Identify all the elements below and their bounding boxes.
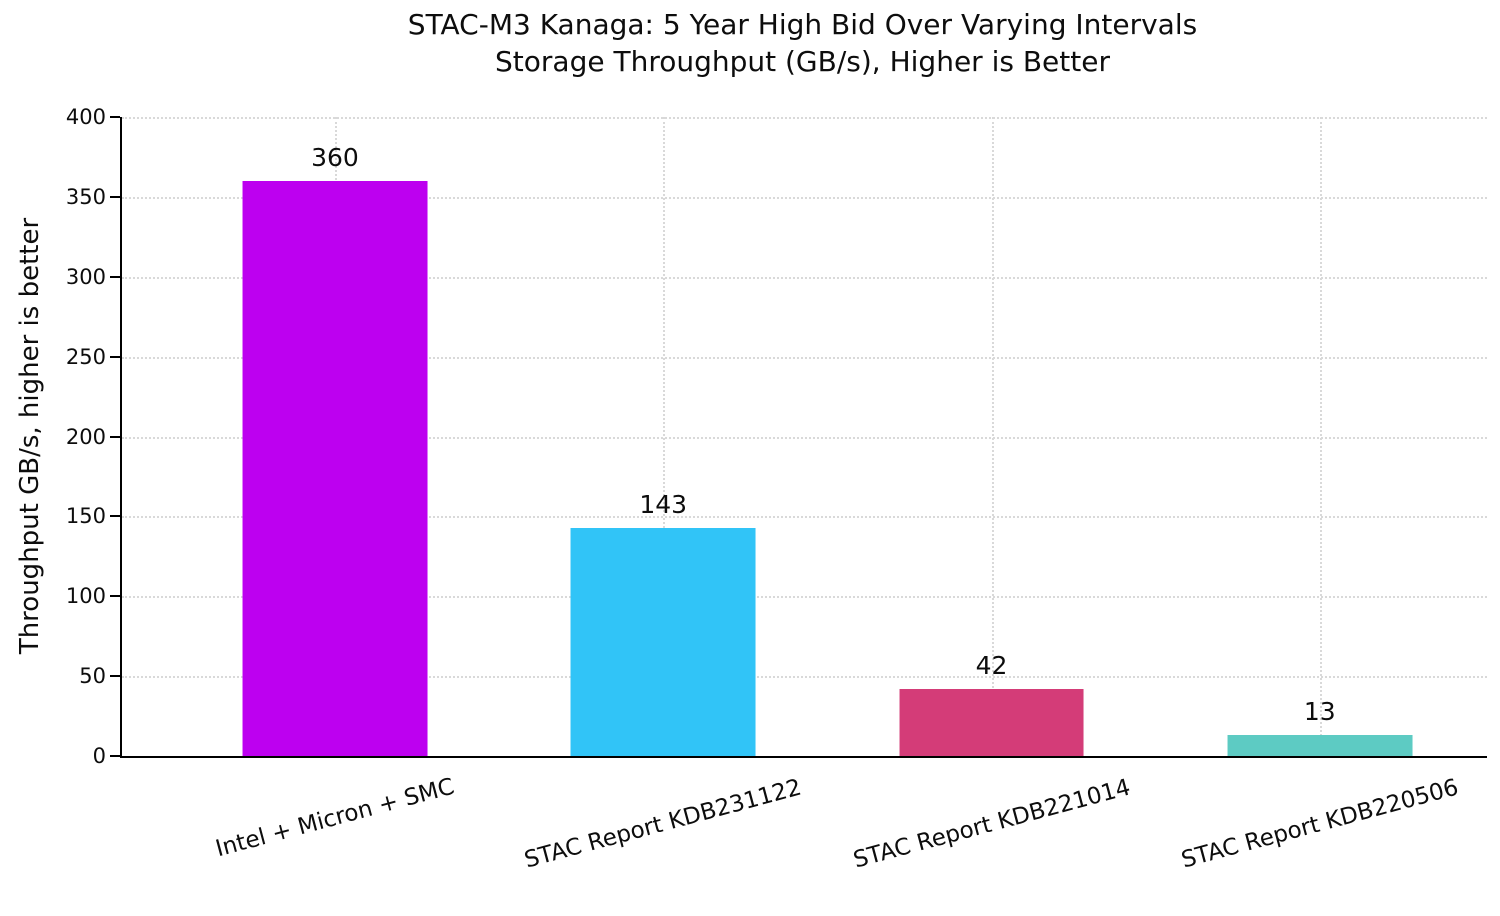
- x-category-label: STAC Report KDB231122: [521, 774, 805, 874]
- horizontal-gridline: [122, 196, 1487, 199]
- horizontal-gridline: [122, 676, 1487, 679]
- y-tick-mark: [110, 675, 120, 678]
- y-tick-mark: [110, 116, 120, 118]
- bar-value-label: 143: [639, 489, 688, 519]
- y-tick-mark: [110, 195, 120, 198]
- y-tick-mark: [110, 515, 120, 518]
- plot-area: Intel + Micron + SMC STAC Report KDB23112…: [66, 105, 1487, 873]
- x-category-label: STAC Report KDB220506: [1178, 774, 1462, 874]
- horizontal-gridline: [122, 356, 1487, 359]
- chart-title: STAC-M3 Kanaga: 5 Year High Bid Over Var…: [407, 8, 1198, 41]
- bar: [242, 180, 428, 756]
- bar-value-label: 360: [311, 142, 359, 172]
- y-tick-label: 150: [65, 504, 106, 529]
- chart-subtitle: Storage Throughput (GB/s), Higher is Bet…: [495, 45, 1110, 78]
- y-tick-mark: [110, 275, 120, 278]
- y-tick-label: 200: [65, 424, 106, 449]
- y-tick-label: 400: [65, 105, 106, 129]
- horizontal-gridline: [122, 436, 1487, 439]
- horizontal-gridline: [122, 117, 1487, 119]
- chart-title-block: STAC-M3 Kanaga: 5 Year High Bid Over Var…: [120, 6, 1485, 80]
- y-tick-label: 350: [65, 184, 106, 209]
- x-axis-labels: Intel + Micron + SMC STAC Report KDB23112…: [122, 756, 1487, 916]
- horizontal-gridline: [122, 276, 1487, 279]
- vertical-gridline: [1319, 117, 1322, 756]
- y-tick-mark: [110, 755, 120, 757]
- vertical-gridline: [663, 117, 666, 756]
- bar-value-label: 13: [1303, 697, 1336, 727]
- y-axis-label: Throughput GB/s, higher is better: [15, 217, 45, 655]
- y-tick-label: 50: [79, 664, 106, 689]
- bar: [899, 688, 1084, 756]
- bar: [570, 527, 756, 756]
- bar-value-label: 42: [975, 650, 1008, 680]
- y-tick-label: 100: [65, 584, 106, 609]
- vertical-gridline: [991, 117, 994, 756]
- horizontal-gridline: [122, 596, 1487, 599]
- y-tick-label: 0: [92, 744, 106, 768]
- bar: [1227, 735, 1413, 756]
- y-tick-label: 300: [65, 264, 106, 289]
- y-tick-label: 250: [65, 344, 106, 369]
- x-category-label: STAC Report KDB221014: [850, 774, 1133, 874]
- y-tick-mark: [110, 355, 120, 358]
- y-tick-mark: [110, 595, 120, 598]
- x-category-label: Intel + Micron + SMC: [212, 774, 457, 863]
- horizontal-gridline: [122, 516, 1487, 519]
- y-tick-mark: [110, 435, 120, 438]
